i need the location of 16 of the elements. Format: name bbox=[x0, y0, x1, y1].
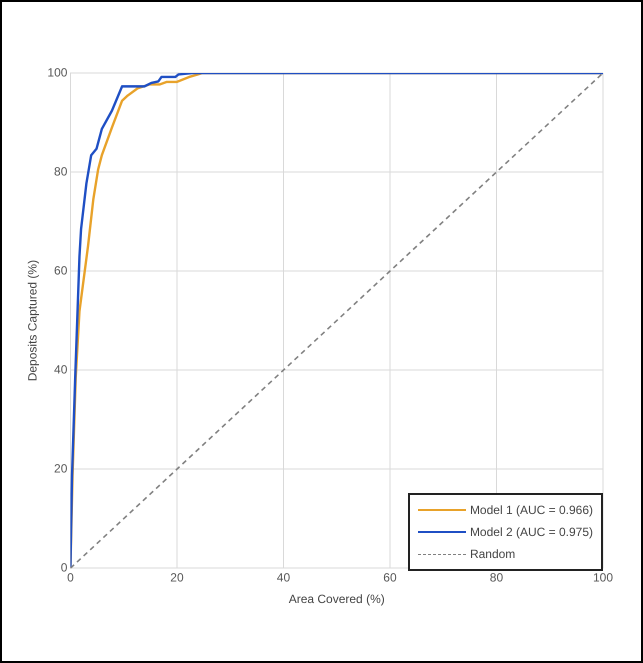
y-tick-label: 80 bbox=[54, 164, 68, 178]
x-tick-label: 80 bbox=[490, 570, 504, 585]
x-tick-label: 20 bbox=[170, 570, 184, 585]
legend-label: Model 1 (AUC = 0.966) bbox=[470, 503, 593, 517]
x-tick-label: 100 bbox=[592, 570, 614, 585]
y-tick-label: 60 bbox=[54, 263, 68, 278]
y-axis-title: Deposits Captured (%) bbox=[26, 260, 40, 382]
x-tick-label: 40 bbox=[276, 570, 290, 585]
x-axis-title: Area Covered (%) bbox=[288, 592, 385, 606]
y-tick-label: 40 bbox=[54, 362, 68, 376]
y-tick-label: 20 bbox=[54, 461, 68, 476]
x-tick-label: 60 bbox=[383, 570, 397, 585]
legend-label: Model 2 (AUC = 0.975) bbox=[470, 525, 593, 539]
y-tick-label: 0 bbox=[60, 560, 68, 575]
legend-label: Random bbox=[470, 547, 516, 561]
y-tick-label: 100 bbox=[47, 65, 68, 80]
